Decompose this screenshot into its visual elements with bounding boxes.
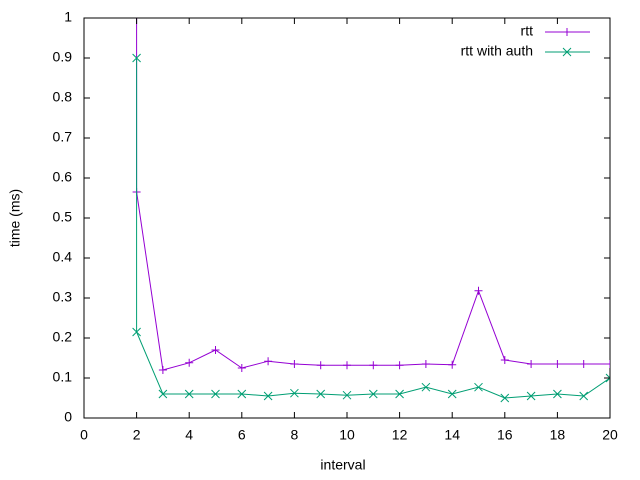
x-tick-label: 6 xyxy=(238,427,246,443)
point-marker xyxy=(448,360,457,369)
point-marker xyxy=(553,389,562,399)
point-marker xyxy=(184,389,194,399)
point-marker xyxy=(342,390,352,400)
x-tick-label: 16 xyxy=(497,427,513,443)
x-tick-label: 18 xyxy=(550,427,566,443)
x-tick-label: 2 xyxy=(133,427,141,443)
point-marker xyxy=(395,389,404,399)
point-marker xyxy=(527,360,536,368)
point-marker xyxy=(237,364,246,372)
x-tick-label: 4 xyxy=(185,427,193,443)
point-marker xyxy=(237,389,247,399)
point-marker xyxy=(579,360,588,368)
point-marker xyxy=(605,373,610,383)
y-tick-label: 0.5 xyxy=(53,209,73,225)
y-tick-label: 0.1 xyxy=(53,369,73,385)
point-marker xyxy=(579,391,589,401)
point-marker xyxy=(264,357,273,366)
point-marker xyxy=(368,389,378,399)
y-tick-label: 0.2 xyxy=(53,329,73,345)
legend-label: rtt with auth xyxy=(461,43,533,59)
point-marker xyxy=(526,391,536,401)
y-tick-label: 1 xyxy=(64,9,72,25)
point-marker xyxy=(185,358,194,367)
y-tick-label: 0.4 xyxy=(53,249,73,265)
series-line xyxy=(136,18,610,371)
x-tick-label: 12 xyxy=(392,427,408,443)
y-tick-label: 0.8 xyxy=(53,89,73,105)
point-marker xyxy=(474,382,483,392)
point-marker xyxy=(316,361,325,370)
point-marker xyxy=(369,361,378,370)
point-marker xyxy=(290,360,299,368)
x-tick-label: 14 xyxy=(444,427,460,443)
point-marker xyxy=(553,360,562,368)
x-tick-label: 8 xyxy=(291,427,299,443)
point-marker xyxy=(343,361,351,370)
point-marker xyxy=(395,361,404,370)
series-line xyxy=(136,58,610,399)
point-marker xyxy=(316,389,326,399)
point-marker xyxy=(474,286,483,295)
plot-frame xyxy=(83,17,611,419)
y-tick-label: 0.6 xyxy=(53,169,73,185)
point-marker xyxy=(158,366,167,374)
x-axis-label: interval xyxy=(320,457,365,473)
legend-label: rtt xyxy=(521,23,534,39)
y-tick-label: 0.9 xyxy=(53,49,73,65)
point-marker xyxy=(132,327,141,337)
y-tick-label: 0.7 xyxy=(53,129,73,145)
x-tick-label: 20 xyxy=(602,427,618,443)
point-marker xyxy=(447,389,457,399)
point-marker xyxy=(263,391,273,401)
x-tick-label: 0 xyxy=(80,427,88,443)
plot-area xyxy=(132,18,610,403)
y-axis-label: time (ms) xyxy=(7,189,23,247)
point-marker xyxy=(500,393,510,403)
point-marker xyxy=(421,360,430,368)
y-tick-label: 0 xyxy=(64,409,72,425)
point-marker xyxy=(290,388,299,398)
point-marker xyxy=(606,360,610,368)
x-tick-label: 10 xyxy=(339,427,355,443)
point-marker xyxy=(211,346,220,354)
point-marker xyxy=(132,53,141,63)
point-marker xyxy=(211,389,220,399)
legend-marker xyxy=(563,28,571,36)
legend-marker xyxy=(562,47,572,57)
point-marker xyxy=(500,356,509,364)
point-marker xyxy=(421,382,431,392)
point-marker xyxy=(158,389,168,399)
y-tick-label: 0.3 xyxy=(53,289,73,305)
